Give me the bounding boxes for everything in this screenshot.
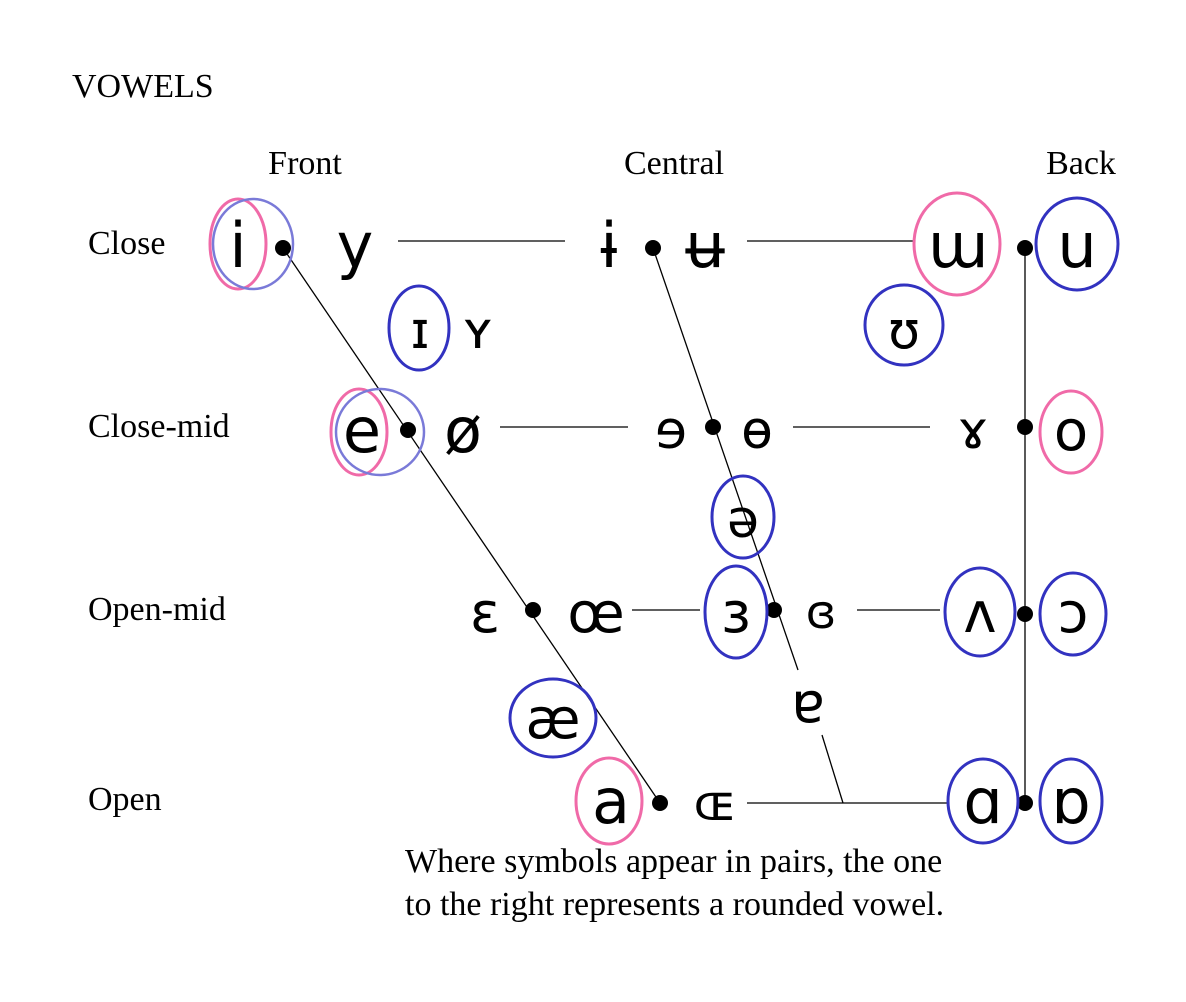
vowel-o-slash: ø bbox=[444, 394, 482, 467]
vowel-open-o: ɔ bbox=[1058, 581, 1089, 646]
footnote-line-2: to the right represents a rounded vowel. bbox=[405, 886, 944, 923]
vowel-i: i bbox=[229, 209, 246, 282]
column-header-front: Front bbox=[268, 145, 342, 182]
vowel-oe: œ bbox=[567, 581, 624, 646]
vowel-turned-script-a: ɒ bbox=[1051, 765, 1090, 838]
highlight-circles bbox=[208, 191, 1120, 846]
vowel-turned-a: ɐ bbox=[791, 671, 825, 736]
vowel-reversed-e: ɘ bbox=[655, 401, 687, 461]
row-label-open: Open bbox=[88, 781, 162, 818]
vowel-barred-o: ɵ bbox=[741, 401, 773, 461]
vowel-u: u bbox=[1057, 209, 1096, 282]
vowel-dots bbox=[275, 240, 1033, 811]
vowel-small-cap-y: ʏ bbox=[462, 301, 494, 361]
vowel-o: o bbox=[1054, 399, 1088, 464]
chart-title: VOWELS bbox=[72, 68, 214, 105]
vowel-small-cap-oe: ɶ bbox=[694, 774, 737, 832]
vowel-rams-horn: ɤ bbox=[958, 401, 989, 461]
vowel-upsilon: ʊ bbox=[888, 301, 920, 361]
column-header-back: Back bbox=[1046, 145, 1116, 182]
vowel-small-cap-i: ɪ bbox=[410, 301, 429, 361]
vowel-closed-reversed-epsilon: ɞ bbox=[806, 585, 837, 639]
vowel-reversed-epsilon: ɜ bbox=[721, 581, 751, 646]
row-label-close: Close bbox=[88, 225, 165, 262]
vowel-trapezoid bbox=[282, 240, 1026, 804]
vowel-epsilon: ɛ bbox=[470, 581, 500, 646]
vowel-symbols: i y ɨ ʉ ɯ u ɪ ʏ ʊ e ø ɘ ɵ ɤ o ə ɛ œ ɜ ɞ … bbox=[229, 209, 1096, 838]
vowel-schwa: ə bbox=[727, 490, 759, 550]
vowel-script-a: ɑ bbox=[963, 765, 1002, 838]
vowel-barred-i: ɨ bbox=[600, 209, 617, 282]
vowel-y: y bbox=[337, 209, 374, 282]
vowel-a: a bbox=[592, 765, 630, 838]
vowel-barred-u: ʉ bbox=[685, 209, 725, 282]
vowel-turned-m: ɯ bbox=[928, 209, 988, 282]
row-label-open-mid: Open-mid bbox=[88, 591, 226, 628]
vowel-turned-v: ʌ bbox=[963, 581, 996, 646]
column-header-central: Central bbox=[624, 145, 724, 182]
row-label-close-mid: Close-mid bbox=[88, 408, 230, 445]
vowel-e: e bbox=[343, 394, 381, 467]
footnote-line-1: Where symbols appear in pairs, the one bbox=[405, 843, 942, 880]
vowel-ash: æ bbox=[526, 687, 581, 752]
